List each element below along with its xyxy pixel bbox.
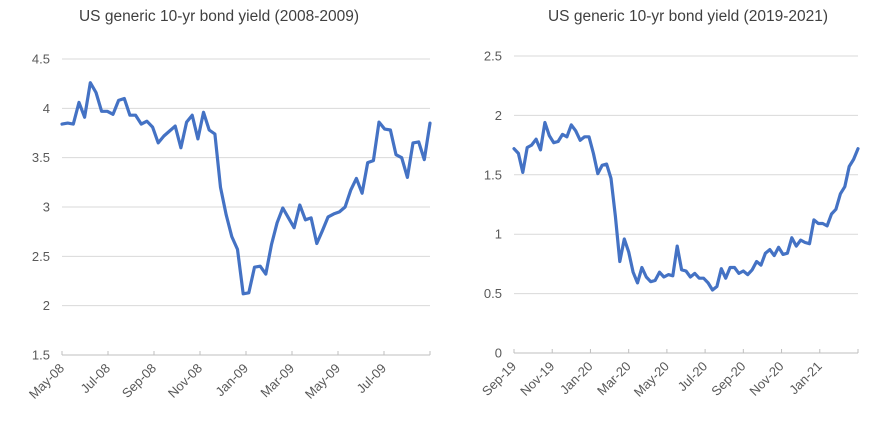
x-tick-label: Mar-09 (257, 361, 297, 401)
x-tick-label: Jan-21 (786, 359, 825, 398)
x-tick-label: Jul-09 (353, 361, 389, 397)
x-tick-label: May-09 (302, 361, 343, 402)
yield-line-series (512, 120, 860, 292)
y-tick-label: 2.5 (484, 49, 502, 64)
x-tick-label: Mar-20 (594, 359, 634, 399)
x-tick-label: Nov-08 (165, 361, 205, 401)
x-tick-label: Nov-20 (746, 359, 786, 399)
x-tick-label: Jul-08 (77, 361, 113, 397)
y-tick-label: 1.5 (484, 167, 502, 182)
y-tick-label: 0 (495, 346, 502, 361)
y-tick-label: 1.5 (32, 348, 50, 363)
y-tick-label: 3 (43, 200, 50, 215)
x-tick-label: Jul-20 (675, 359, 711, 395)
y-tick-label: 1 (495, 227, 502, 242)
y-tick-label: 0.5 (484, 286, 502, 301)
x-tick-label: Sep-19 (479, 359, 519, 399)
y-tick-label: 3.5 (32, 150, 50, 165)
yield-line-series (60, 81, 432, 296)
x-tick-label: Sep-20 (708, 359, 748, 399)
x-tick-label: May-08 (26, 361, 67, 402)
x-tick-label: Jan-09 (212, 361, 251, 400)
chart-title-2008-2009: US generic 10-yr bond yield (2008-2009) (78, 8, 360, 25)
y-tick-label: 2.5 (32, 249, 50, 264)
x-tick-label: May-20 (631, 359, 672, 400)
chart-title-2019-2021: US generic 10-yr bond yield (2019-2021) (547, 8, 829, 25)
y-tick-label: 2 (43, 298, 50, 313)
x-tick-label: Nov-19 (517, 359, 557, 399)
x-tick-label: Jan-20 (557, 359, 596, 398)
y-tick-label: 4.5 (32, 52, 50, 67)
y-tick-label: 4 (43, 101, 50, 116)
y-tick-label: 2 (495, 108, 502, 123)
x-tick-label: Sep-08 (119, 361, 159, 401)
